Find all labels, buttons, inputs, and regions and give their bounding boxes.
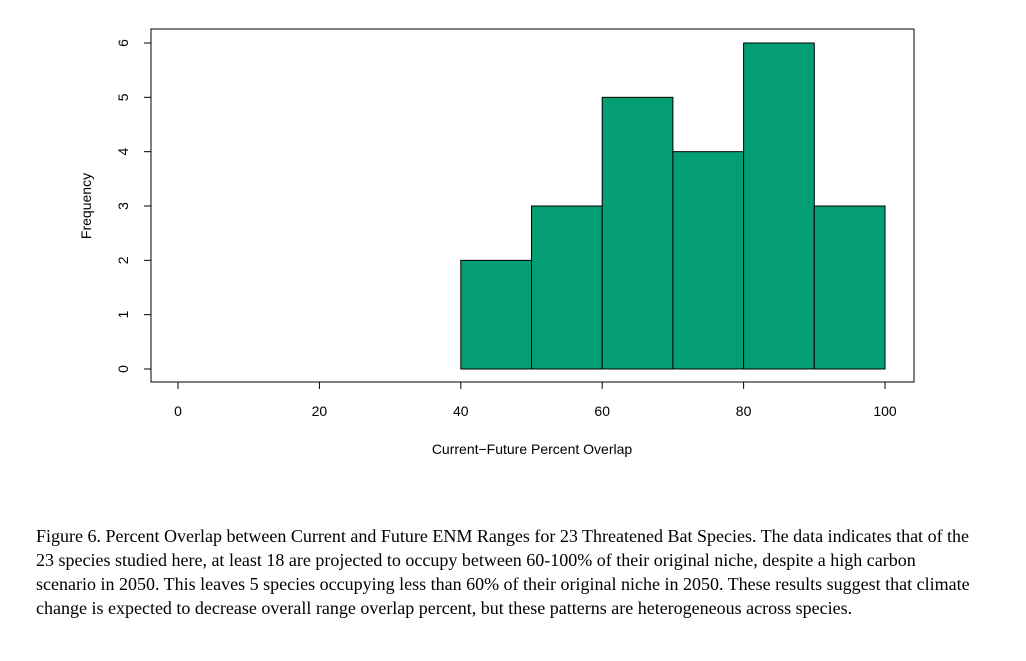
y-tick-label: 3 xyxy=(115,202,131,210)
figure-caption: Figure 6. Percent Overlap between Curren… xyxy=(36,526,970,618)
y-axis: 0 1 2 3 4 5 6 xyxy=(115,39,152,373)
y-tick-label: 2 xyxy=(115,256,131,264)
histogram-bar xyxy=(460,259,532,370)
x-tick-label: 40 xyxy=(453,403,469,419)
x-tick-label: 0 xyxy=(174,403,182,419)
histogram-bar xyxy=(743,42,815,370)
histogram-chart: 0 20 40 60 80 100 0 1 2 3 4 5 6 Current−Future Perc… xyxy=(78,28,915,457)
histogram-bar xyxy=(813,205,886,370)
x-axis: 0 20 40 60 80 100 xyxy=(174,381,897,419)
y-axis-label: Frequency xyxy=(78,173,94,239)
y-tick-label: 5 xyxy=(115,93,131,101)
y-tick-label: 4 xyxy=(115,148,131,156)
y-tick-label: 1 xyxy=(115,311,131,319)
bars-group xyxy=(460,42,886,370)
x-axis-label: Current−Future Percent Overlap xyxy=(432,441,633,457)
histogram-bar xyxy=(531,205,603,370)
histogram-bar xyxy=(672,151,745,370)
y-tick-label: 0 xyxy=(115,365,131,373)
x-tick-label: 100 xyxy=(873,403,897,419)
histogram-bar xyxy=(601,96,674,370)
y-tick-label: 6 xyxy=(115,39,131,47)
x-tick-label: 20 xyxy=(312,403,328,419)
x-tick-label: 80 xyxy=(736,403,752,419)
x-tick-label: 60 xyxy=(594,403,610,419)
